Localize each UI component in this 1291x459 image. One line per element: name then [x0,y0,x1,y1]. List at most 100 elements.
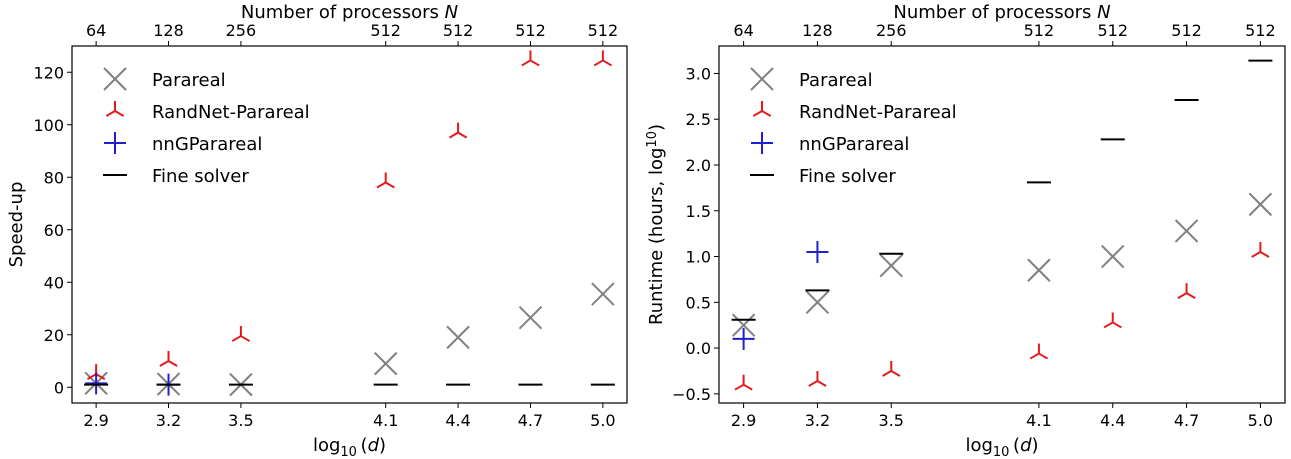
y-tick-label: 80 [44,168,64,187]
y-tick-label: 1.5 [686,202,711,221]
top-tick-label: 512 [515,21,546,40]
point-randnet-parareal-arm-left [231,335,242,342]
legend-marker-nngparareal [751,132,773,154]
top-axis-label-var: N [1097,2,1110,23]
point-parareal [879,253,903,278]
top-tick-label: 512 [588,21,619,40]
y-tick-label: 0 [54,378,64,397]
x-axis-label-base: log [313,435,340,456]
point-randnet-parareal [521,50,540,67]
point-parareal-stroke-b [1027,258,1051,282]
top-tick-label: 64 [86,21,106,40]
point-randnet-parareal [882,360,901,377]
point-parareal-stroke-b [1174,219,1199,243]
point-randnet-parareal [1029,343,1049,360]
x-tick-label: 2.9 [83,411,108,430]
x-axis-label-sub: 10 [340,445,357,459]
x-axis-label: log10 (d) [965,435,1038,459]
x-axis-label: log10 (d) [313,435,386,459]
x-tick-label: 4.7 [1174,411,1199,430]
series-nngparareal [732,240,829,350]
point-randnet-parareal-arm-right [95,373,106,380]
legend: Parareal RandNet-Parareal nnGParareal Fine … [750,67,957,187]
point-randnet-parareal [734,374,753,391]
x-axis-label-base: log [965,435,992,456]
point-randnet-parareal-arm-left [521,59,531,67]
point-randnet-parareal [808,371,827,387]
point-randnet-parareal-arm-right [1038,352,1049,360]
legend-marker-parareal-stroke-b [103,67,127,91]
legend-marker-parareal-stroke-b [750,67,774,91]
legend-label-fine-solver: Fine solver [799,166,896,187]
point-randnet-parareal-arm-left [448,131,459,139]
y-tick-label: 2.0 [686,156,711,175]
point-randnet-parareal-arm-right [1186,292,1196,300]
x-axis-label-var: d [1020,435,1032,456]
point-randnet-parareal-arm-right [1112,321,1122,329]
y-axis-label: Speed-up [6,182,27,268]
point-parareal-stroke-b [518,305,543,330]
x-axis-label-close: ) [379,435,386,456]
point-parareal [805,290,830,315]
point-nngparareal [732,327,755,350]
top-tick-label: 128 [802,21,833,40]
point-randnet-parareal-arm-left [159,360,170,367]
legend-marker-nngparareal [104,132,126,154]
point-randnet-parareal [1251,241,1270,258]
series-randnet-parareal [734,241,1270,391]
point-randnet-parareal-arm-left [882,370,892,377]
point-randnet-parareal-arm-right [240,335,251,342]
point-parareal [518,305,543,330]
point-randnet-parareal-arm-right [743,383,753,391]
speedup-chart: 2.9 64 3.2 128 3.5 256 4.1 512 4.4 512 4.7 512 5.0 51… [6,2,628,459]
point-randnet-parareal-arm-right [890,370,901,377]
legend-label-nngparareal: nnGParareal [152,134,262,155]
top-tick-label: 512 [1171,21,1202,40]
legend-marker-randnet-parareal [105,101,125,117]
point-randnet-parareal-arm-left [808,380,818,387]
legend-label-parareal: Parareal [799,70,873,91]
legend-label-randnet-parareal: RandNet-Parareal [152,102,310,123]
y-tick-label: 0.5 [686,293,711,312]
y-axis-label-text: Runtime (hours, log [646,148,667,325]
top-axis-label: Number of processors N [241,2,458,23]
y-tick-label: 0.0 [686,339,711,358]
x-axis-label-open: ( [1009,435,1020,456]
x-tick-label: 4.4 [1100,411,1125,430]
point-randnet-parareal [376,172,395,189]
top-axis-label: Number of processors N [893,2,1110,23]
point-parareal [1027,258,1051,282]
y-tick-label: 120 [33,63,64,82]
x-tick-label: 3.5 [879,411,904,430]
series-parareal [84,282,615,397]
point-parareal-stroke-b [805,290,830,315]
point-randnet-parareal-arm-right [385,181,395,189]
point-randnet-parareal-arm-left [593,59,604,67]
legend-marker-parareal [103,67,127,91]
y-axis-label-sub: 10 [645,131,660,148]
y-tick-label: 1.0 [686,248,711,267]
x-axis-label-var: d [368,435,380,456]
point-parareal-stroke-b [373,351,398,376]
y-axis-label-close: ) [646,124,667,131]
point-randnet-parareal-arm-right [168,360,178,367]
point-parareal [1248,192,1273,217]
plot-frame [718,45,1286,404]
top-axis-label-text: Number of processors [241,2,445,23]
legend-label-nngparareal: nnGParareal [799,134,909,155]
top-axis-label-var: N [445,2,458,23]
legend-marker-randnet-parareal-arm-left [752,110,763,117]
y-tick-label: 3.0 [686,64,711,83]
point-randnet-parareal-arm-left [1029,352,1040,360]
plot-frame [71,45,628,404]
x-tick-label: 4.4 [445,411,470,430]
point-parareal-stroke-b [731,313,756,337]
x-tick-label: 4.1 [373,411,398,430]
point-randnet-parareal-arm-left [376,181,387,189]
point-randnet-parareal [231,326,251,342]
point-randnet-parareal-arm-left [1103,321,1114,329]
point-randnet-parareal-arm-left [734,383,745,391]
x-tick-label: 5.0 [1248,411,1273,430]
point-parareal-stroke-b [1101,244,1125,269]
x-axis-label-open: ( [357,435,368,456]
